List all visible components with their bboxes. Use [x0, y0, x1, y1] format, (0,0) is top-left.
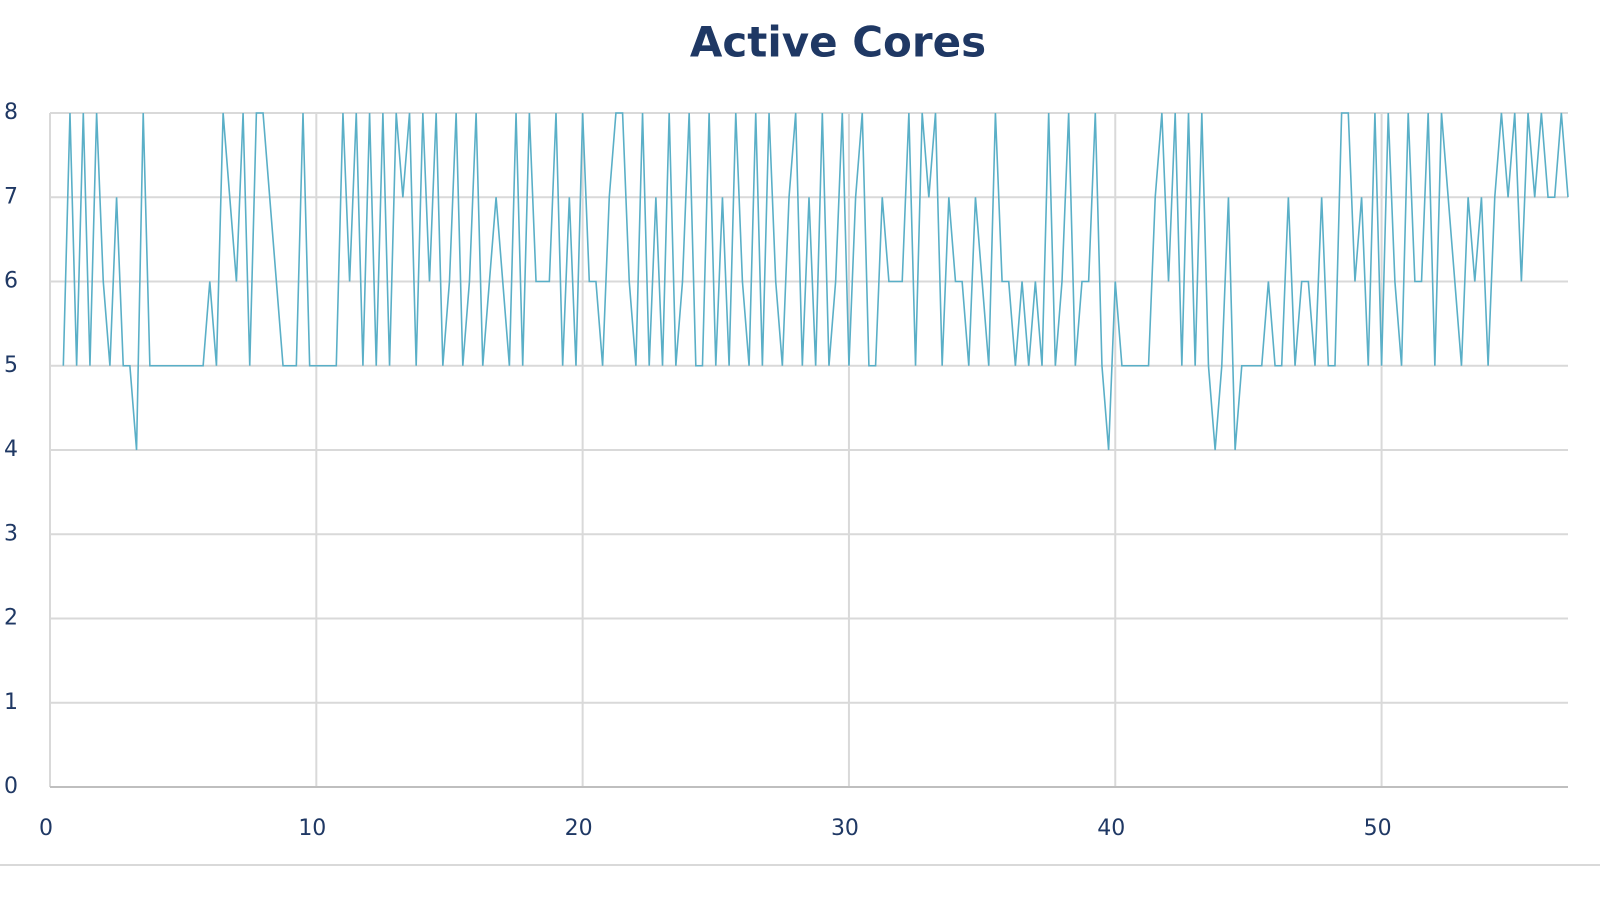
x-tick-label: 30	[831, 816, 859, 841]
x-tick-label: 40	[1097, 816, 1125, 841]
x-tick-label: 10	[298, 816, 326, 841]
data-line	[62, 112, 1569, 451]
y-tick-label: 4	[4, 437, 18, 462]
y-tick-label: 8	[4, 100, 18, 125]
y-tick-label: 1	[4, 690, 18, 715]
y-tick-label: 7	[4, 184, 18, 209]
x-tick-label: 0	[39, 816, 53, 841]
y-tick-label: 0	[4, 774, 18, 799]
y-tick-label: 2	[4, 606, 18, 631]
x-tick-label: 20	[565, 816, 593, 841]
chart-title: Active Cores	[690, 18, 986, 67]
y-tick-label: 5	[4, 353, 18, 378]
x-tick-label: 50	[1364, 816, 1392, 841]
y-tick-label: 6	[4, 269, 18, 294]
y-tick-label: 3	[4, 521, 18, 546]
